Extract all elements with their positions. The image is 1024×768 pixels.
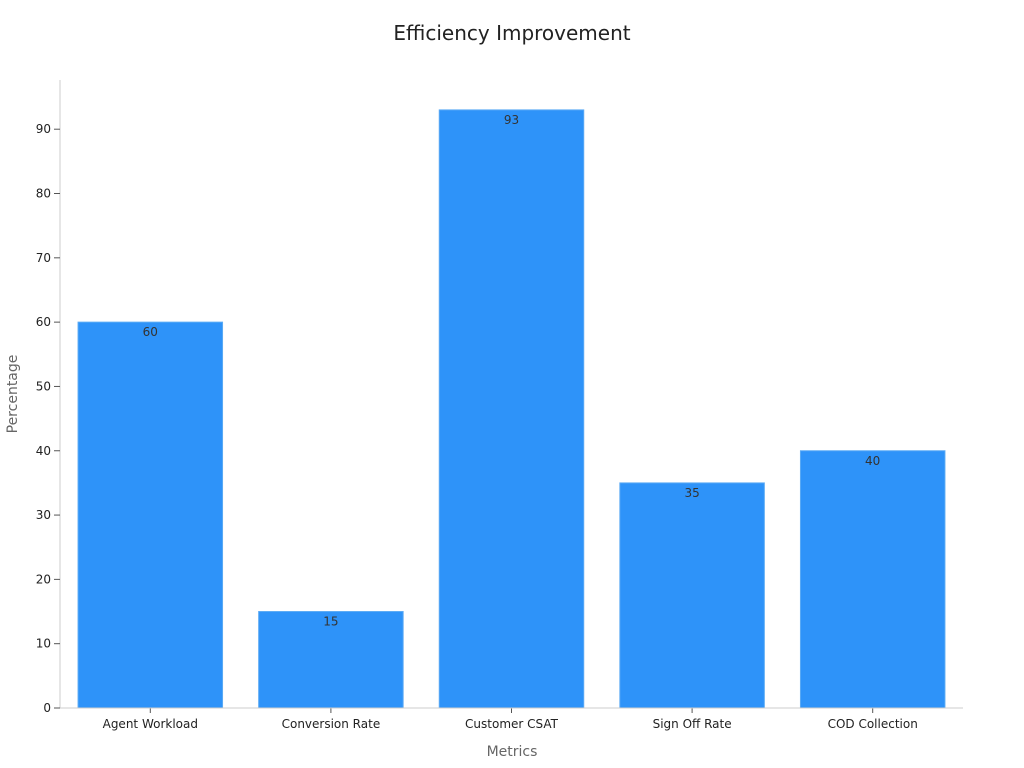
x-tick-label-3: Sign Off Rate bbox=[653, 717, 732, 731]
y-tick-label-1: 10 bbox=[36, 637, 51, 651]
y-axis-label: Percentage bbox=[5, 355, 21, 434]
data-label-3: 35 bbox=[684, 486, 699, 500]
bar-4 bbox=[799, 450, 946, 709]
labels-layer: 60 Agent Workload 15 Conversion Rate 93 Custo… bbox=[36, 113, 918, 731]
x-tick-label-2: Customer CSAT bbox=[465, 717, 559, 731]
x-tick-label-4: COD Collection bbox=[828, 717, 918, 731]
y-tick-label-7: 70 bbox=[36, 251, 51, 265]
bar-3 bbox=[619, 482, 765, 709]
axes-layer bbox=[54, 80, 963, 713]
bars-layer bbox=[77, 109, 946, 709]
data-label-0: 60 bbox=[143, 325, 158, 339]
x-axis-label: Metrics bbox=[487, 744, 538, 760]
bar-0 bbox=[77, 321, 224, 709]
chart-title: Efficiency Improvement bbox=[393, 21, 630, 45]
data-label-1: 15 bbox=[323, 615, 338, 629]
bar-1 bbox=[258, 611, 404, 709]
y-tick-label-6: 60 bbox=[36, 315, 51, 329]
y-tick-label-3: 30 bbox=[36, 508, 51, 522]
data-label-2: 93 bbox=[504, 113, 519, 127]
x-tick-label-1: Conversion Rate bbox=[282, 717, 381, 731]
y-tick-label-4: 40 bbox=[36, 444, 51, 458]
x-tick-label-0: Agent Workload bbox=[103, 717, 198, 731]
y-tick-label-5: 50 bbox=[36, 379, 51, 393]
y-tick-label-0: 0 bbox=[43, 701, 51, 715]
data-label-4: 40 bbox=[865, 454, 880, 468]
y-tick-label-2: 20 bbox=[36, 572, 51, 586]
y-tick-label-9: 90 bbox=[36, 122, 51, 136]
bar-2 bbox=[438, 109, 585, 709]
y-tick-label-8: 80 bbox=[36, 187, 51, 201]
